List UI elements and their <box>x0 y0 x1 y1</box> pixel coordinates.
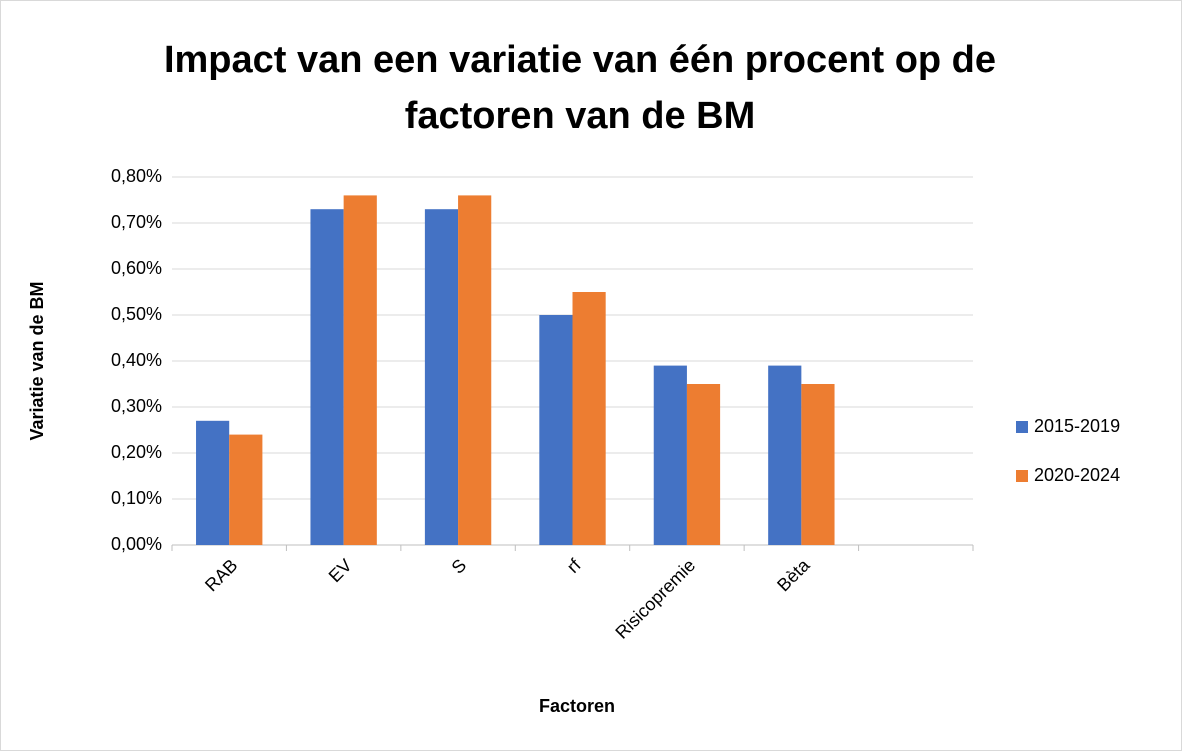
y-tick-label: 0,60% <box>111 258 162 278</box>
bar <box>653 365 687 545</box>
y-tick-label: 0,30% <box>111 396 162 416</box>
y-tick-label: 0,70% <box>111 212 162 232</box>
y-tick-label: 0,00% <box>111 534 162 554</box>
y-tick-label: 0,80% <box>111 166 162 186</box>
bar <box>229 434 263 545</box>
y-axis-title: Variatie van de BM <box>27 281 47 440</box>
legend-label: 2020-2024 <box>1034 465 1120 485</box>
bar <box>424 209 459 545</box>
bar <box>343 195 377 545</box>
chart-title: Impact van een variatie van één procent … <box>164 39 996 81</box>
bar <box>458 195 492 545</box>
y-tick-label: 0,40% <box>111 350 162 370</box>
legend-swatch <box>1016 470 1028 482</box>
y-tick-label: 0,10% <box>111 488 162 508</box>
y-tick-label: 0,20% <box>111 442 162 462</box>
bar <box>310 209 344 545</box>
chart-title: factoren van de BM <box>405 95 756 137</box>
bar <box>539 315 573 545</box>
legend-swatch <box>1016 421 1028 433</box>
bar <box>686 384 721 545</box>
bar <box>768 365 802 545</box>
x-axis-title: Factoren <box>539 696 615 716</box>
legend-label: 2015-2019 <box>1034 416 1120 436</box>
bar <box>572 292 606 545</box>
bar <box>196 420 230 545</box>
y-tick-label: 0,50% <box>111 304 162 324</box>
bar <box>801 384 835 545</box>
